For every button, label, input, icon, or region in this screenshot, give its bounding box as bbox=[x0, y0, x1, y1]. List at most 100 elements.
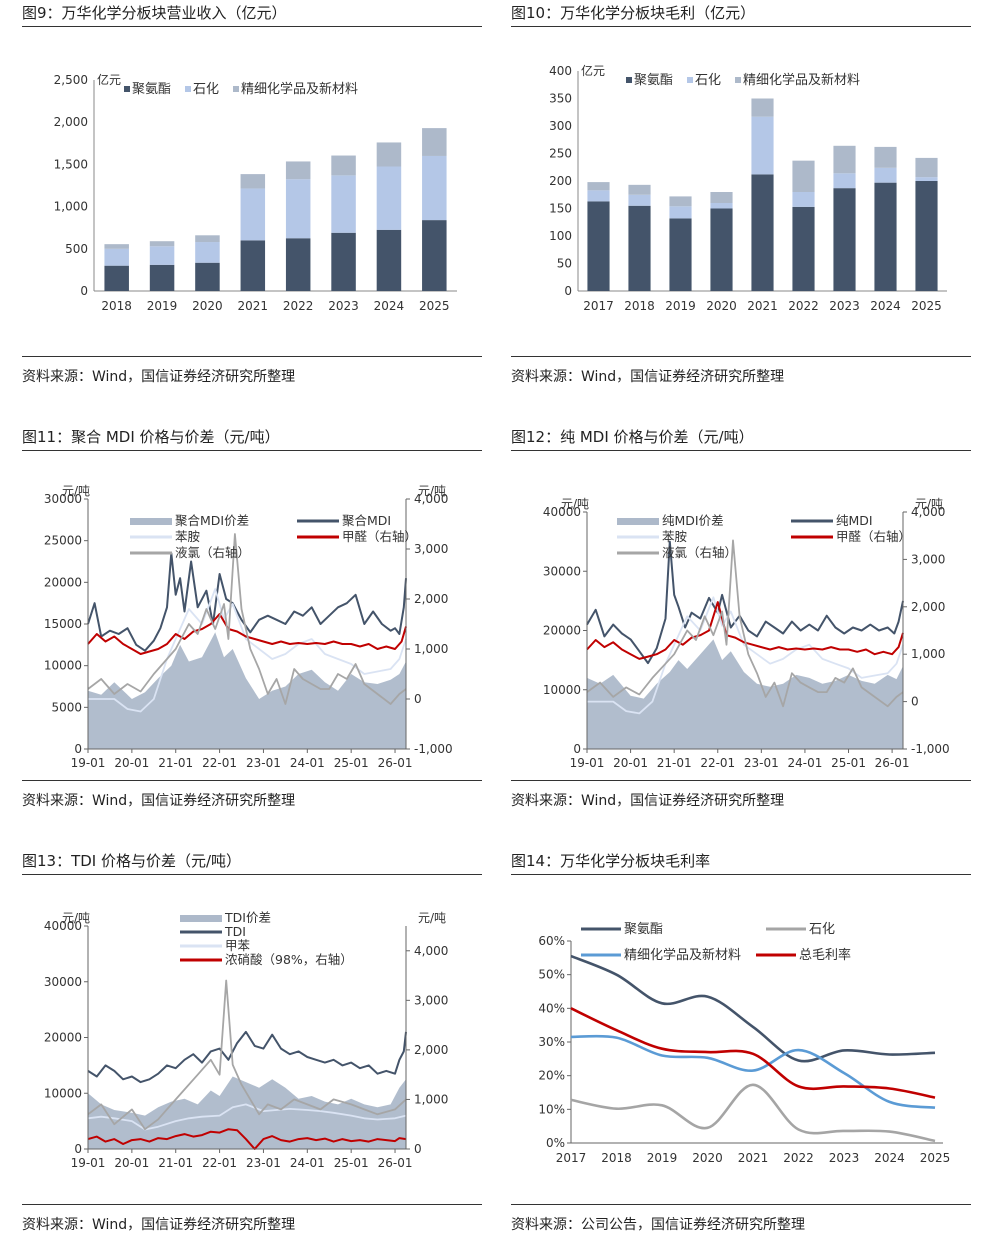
series-line-2 bbox=[570, 1083, 936, 1143]
y-unit-right: 元/吨 bbox=[915, 497, 943, 511]
y-tick-label-right: 1,000 bbox=[414, 1092, 448, 1106]
y-tick-label: 200 bbox=[549, 174, 572, 188]
bar-3 bbox=[240, 174, 266, 189]
x-tick-label: 26-01 bbox=[875, 756, 910, 770]
bar-1 bbox=[915, 181, 938, 291]
bar-2 bbox=[285, 179, 311, 239]
bar-3 bbox=[376, 142, 402, 167]
bar-2 bbox=[792, 192, 815, 207]
bar-1 bbox=[710, 208, 733, 291]
chart-source: 资料来源：Wind，国信证券经济研究所整理 bbox=[22, 1204, 482, 1247]
legend-label: 石化 bbox=[193, 82, 219, 97]
bar-2 bbox=[710, 203, 733, 209]
y-tick-label-right: 0 bbox=[911, 695, 919, 709]
legend-label: 甲醛（右轴） bbox=[836, 529, 911, 544]
y-tick-label-left: 5000 bbox=[51, 700, 82, 714]
series-line bbox=[586, 539, 904, 708]
y-tick-label-left: 40000 bbox=[543, 505, 581, 519]
y-tick-label-right: 1,000 bbox=[911, 647, 945, 661]
chart-fig11: 0 5000 10000 15000 20000 25000 30000 -1,000 0 1,0… bbox=[44, 484, 453, 770]
x-tick-label: 2023 bbox=[328, 299, 359, 313]
x-tick-label: 21-01 bbox=[158, 1156, 193, 1170]
x-tick-label: 23-01 bbox=[246, 756, 281, 770]
x-tick-label: 2021 bbox=[738, 1151, 769, 1165]
y-tick-label-left: 20000 bbox=[44, 575, 82, 589]
y-tick-label-right: 3,000 bbox=[911, 552, 945, 566]
y-tick-label-right: 0 bbox=[414, 692, 422, 706]
bar-3 bbox=[915, 157, 938, 178]
bar-1 bbox=[422, 220, 447, 291]
x-tick-label: 22-01 bbox=[700, 756, 735, 770]
chart-fig14: 0% 10% 20% 30% 40% 50% 60% 2017 2018 2019 2020 2021… bbox=[538, 922, 950, 1165]
y-tick-label-left: 0 bbox=[74, 1142, 82, 1156]
x-tick-label: 2018 bbox=[101, 299, 132, 313]
bar-3 bbox=[422, 128, 447, 156]
series-line bbox=[88, 588, 407, 713]
y-tick-label: 350 bbox=[549, 92, 572, 106]
bar-1 bbox=[331, 232, 356, 291]
x-tick-label: 2024 bbox=[874, 1151, 905, 1165]
bar-1 bbox=[104, 265, 129, 291]
x-tick-label: 26-01 bbox=[378, 1156, 413, 1170]
y-tick-label-left: 30000 bbox=[543, 564, 581, 578]
legend-label: 聚氨酯 bbox=[624, 922, 663, 937]
series-line bbox=[87, 552, 407, 652]
bar-2 bbox=[195, 242, 220, 263]
y-tick-label-left: 20000 bbox=[543, 624, 581, 638]
legend-swatch bbox=[180, 915, 222, 922]
chart-source: 资料来源：Wind，国信证券经济研究所整理 bbox=[511, 780, 971, 823]
x-tick-label: 2018 bbox=[601, 1151, 632, 1165]
x-tick-label: 2025 bbox=[419, 299, 450, 313]
legend-swatch bbox=[617, 518, 659, 525]
series-line bbox=[87, 533, 407, 705]
y-unit-left: 元/吨 bbox=[561, 497, 589, 511]
bar-2 bbox=[149, 246, 175, 265]
panel-fig12: 图12：纯 MDI 价格与价差（元/吨） 0 10000 20000 30000 400… bbox=[511, 424, 971, 824]
x-tick-label: 2025 bbox=[911, 299, 942, 313]
y-tick-label-right: 4,000 bbox=[414, 944, 448, 958]
x-tick-label: 2021 bbox=[238, 299, 269, 313]
chart-source: 资料来源：公司公告，国信证券经济研究所整理 bbox=[511, 1204, 971, 1247]
x-tick-label: 2024 bbox=[870, 299, 901, 313]
y-tick-label-right: 3,000 bbox=[414, 993, 448, 1007]
chart-fig10: 0 50 100 150 200 250 300 350 400 亿元 2017 2018 2019 20… bbox=[549, 63, 947, 313]
legend-swatch bbox=[626, 77, 632, 83]
y-tick-label-left: 40000 bbox=[44, 919, 82, 933]
legend-label: 浓硝酸（98%，右轴） bbox=[225, 952, 353, 967]
bar-2 bbox=[751, 116, 774, 175]
y-tick-label-left: 30000 bbox=[44, 492, 82, 506]
panel-fig13: 图13：TDI 价格与价差（元/吨） 0 10000 20000 30000 40000… bbox=[22, 848, 482, 1248]
x-tick-label: 21-01 bbox=[158, 756, 193, 770]
y-tick-label-left: 0 bbox=[573, 742, 581, 756]
chart-title: 图14：万华化学分板块毛利率 bbox=[511, 848, 971, 875]
bar-3 bbox=[104, 244, 129, 249]
x-tick-label: 24-01 bbox=[290, 756, 325, 770]
y-tick-label: 250 bbox=[549, 147, 572, 161]
legend-label: 石化 bbox=[695, 73, 721, 88]
y-tick-label-right: 4,000 bbox=[911, 505, 945, 519]
bar-2 bbox=[422, 155, 447, 221]
x-tick-label: 2022 bbox=[788, 299, 819, 313]
y-tick-label: 30% bbox=[538, 1035, 565, 1049]
x-tick-label: 24-01 bbox=[787, 756, 822, 770]
x-tick-label: 26-01 bbox=[378, 756, 413, 770]
x-tick-label: 2018 bbox=[624, 299, 655, 313]
x-tick-label: 20-01 bbox=[114, 1156, 149, 1170]
legend-label: 甲醛（右轴） bbox=[342, 529, 417, 544]
chart-title: 图9：万华化学分板块营业收入（亿元） bbox=[22, 0, 482, 27]
y-tick-label-right: 2,000 bbox=[911, 600, 945, 614]
legend-label: 苯胺 bbox=[175, 529, 200, 544]
y-unit-label: 亿元 bbox=[581, 63, 605, 78]
y-tick-label: 10% bbox=[538, 1102, 565, 1116]
series-line bbox=[87, 1103, 407, 1131]
x-tick-label: 23-01 bbox=[246, 1156, 281, 1170]
bar-1 bbox=[195, 262, 220, 291]
chart-source: 资料来源：Wind，国信证券经济研究所整理 bbox=[511, 356, 971, 399]
x-tick-label: 22-01 bbox=[202, 756, 237, 770]
series-line bbox=[87, 613, 407, 655]
y-tick-label: 400 bbox=[549, 64, 572, 78]
y-tick-label: 50% bbox=[538, 968, 565, 982]
bar-3 bbox=[628, 184, 651, 195]
x-tick-label: 2019 bbox=[665, 299, 696, 313]
legend-label: 精细化学品及新材料 bbox=[624, 947, 741, 963]
